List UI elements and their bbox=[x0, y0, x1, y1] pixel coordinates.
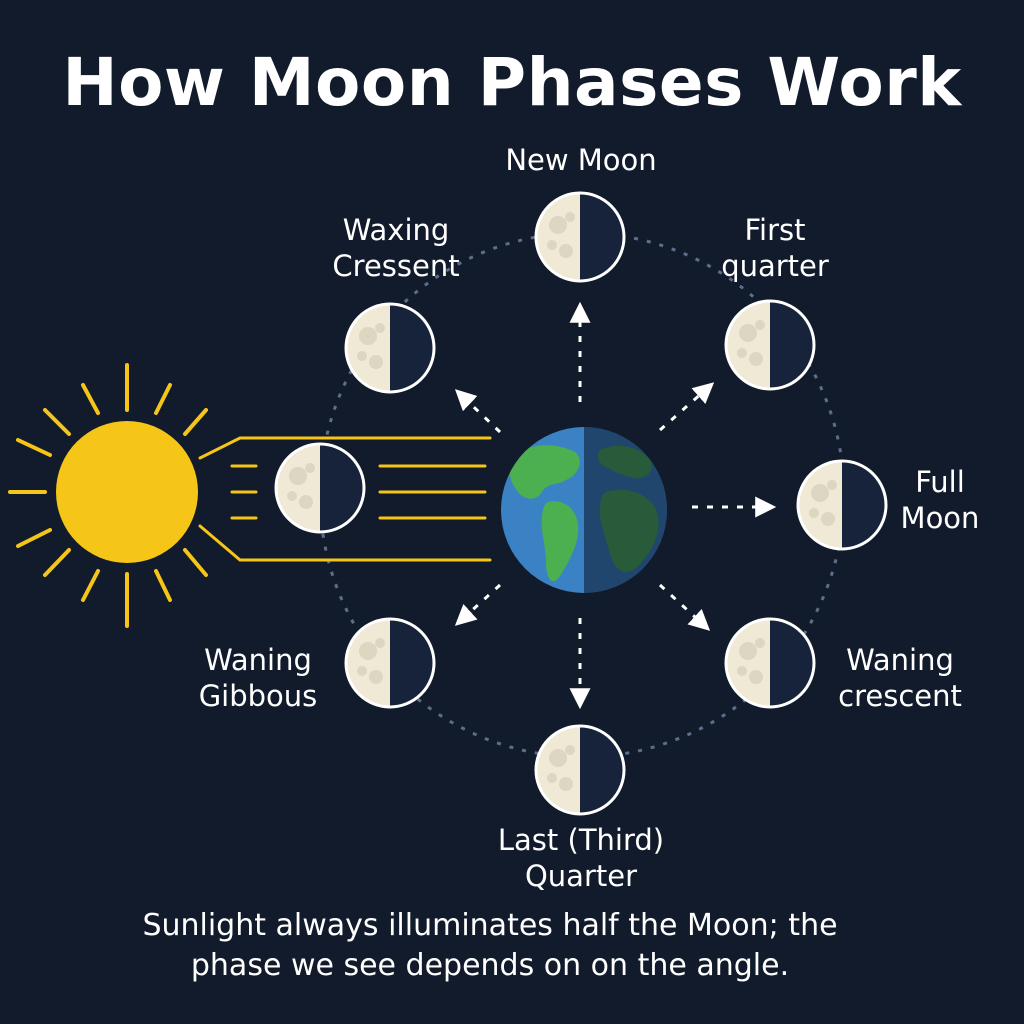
arrow-to-waning-crescent bbox=[658, 583, 711, 631]
label-new-moon: New Moon bbox=[505, 143, 657, 177]
moon-sunlit-icon bbox=[274, 442, 366, 534]
earth-icon bbox=[501, 427, 667, 593]
sun-icon bbox=[8, 363, 208, 628]
label-full-moon: Full Moon bbox=[900, 465, 980, 535]
page-title: How Moon Phases Work bbox=[62, 44, 962, 121]
sunlight-rays bbox=[198, 436, 492, 562]
label-waning-gibbous: Waning Gibbous bbox=[198, 643, 318, 713]
arrow-to-waxing-crescent bbox=[454, 389, 502, 434]
arrow-to-waning-gibbous bbox=[454, 583, 502, 626]
moon-waxing-crescent-icon bbox=[344, 302, 436, 394]
moon-waning-crescent-icon bbox=[724, 617, 816, 709]
moon-waning-gibbous-icon bbox=[344, 617, 436, 709]
moon-first-quarter-icon bbox=[724, 299, 816, 391]
moon-last-quarter-icon bbox=[534, 724, 626, 816]
label-waning-crescent: Waning crescent bbox=[838, 643, 962, 713]
label-waxing-crescent: Waxing Cressent bbox=[332, 213, 460, 283]
label-first-quarter: First quarter bbox=[721, 213, 829, 283]
moon-new-icon bbox=[534, 191, 626, 283]
caption: Sunlight always illuminates half the Moo… bbox=[142, 908, 838, 983]
arrow-to-first-quarter bbox=[659, 382, 715, 432]
label-last-quarter: Last (Third) Quarter bbox=[497, 823, 665, 893]
direction-arrows bbox=[454, 301, 777, 710]
moon-full-icon bbox=[796, 459, 888, 551]
